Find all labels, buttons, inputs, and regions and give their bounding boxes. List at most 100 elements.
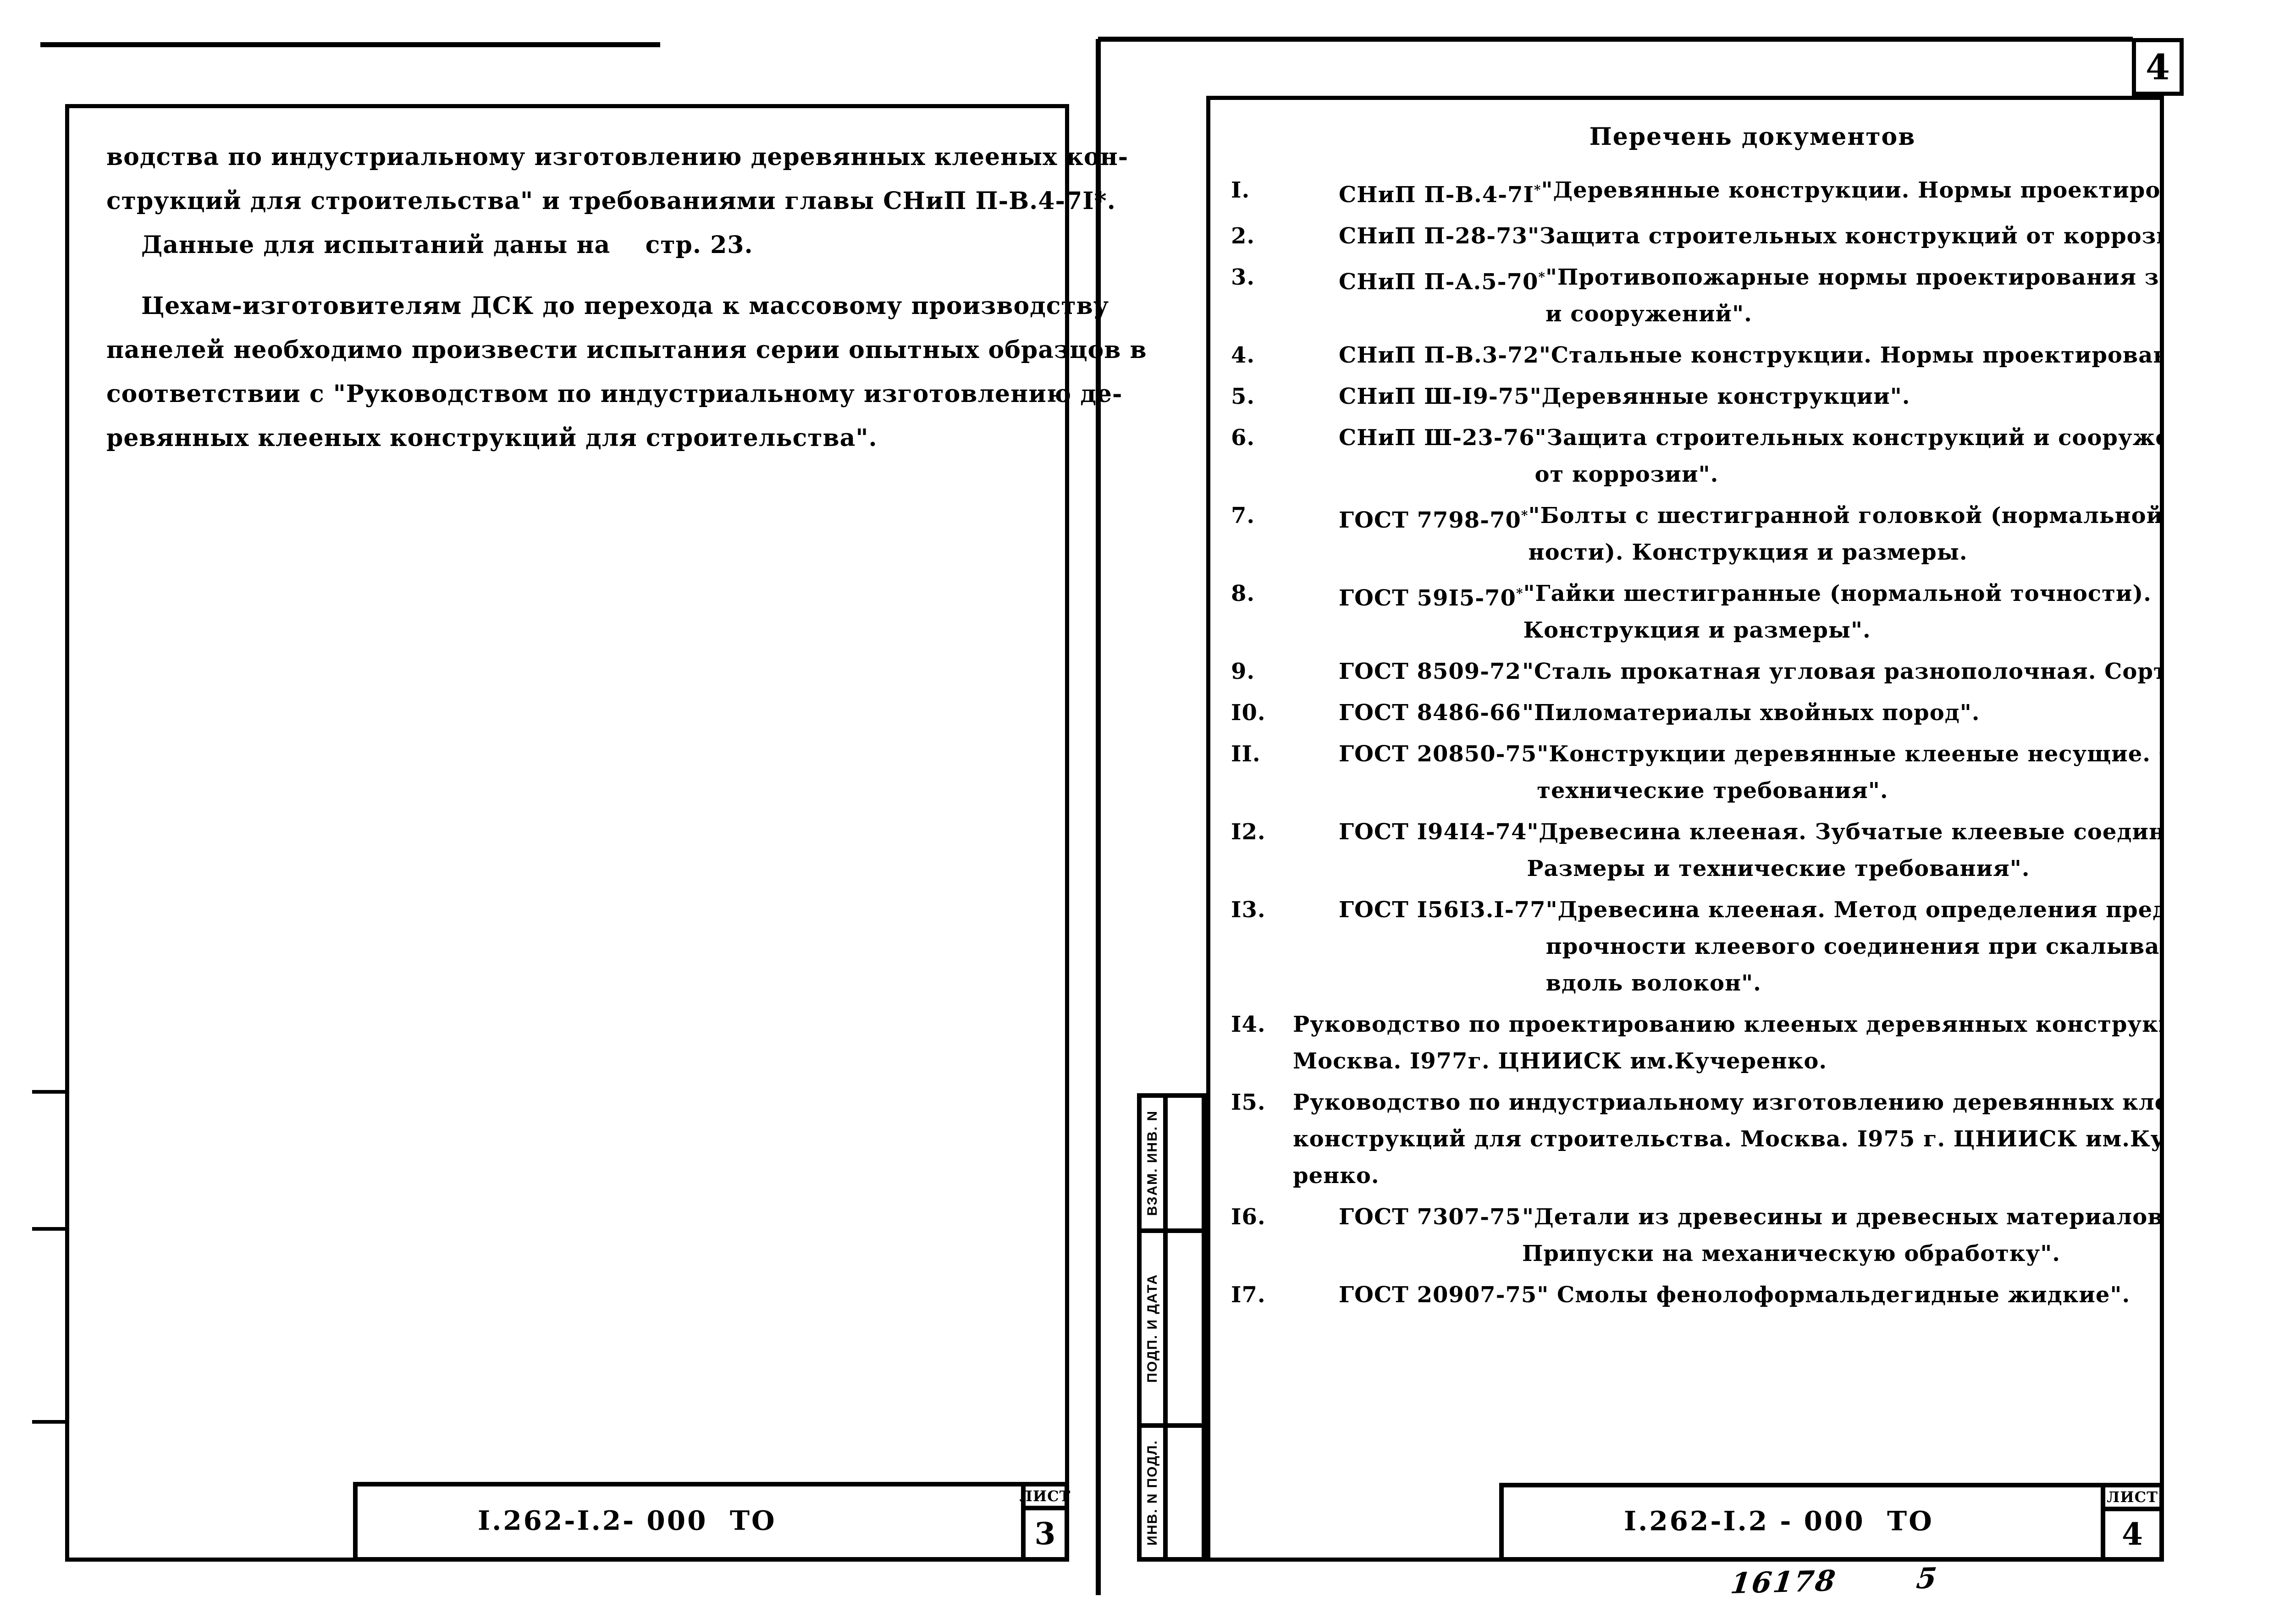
handwritten-sheet-number: 5 (1915, 1561, 1940, 1596)
paragraph-line: панелей необходимо произвести испытания … (106, 336, 1147, 364)
item-doc-id: ГОСТ 8509-72 (1339, 659, 1521, 684)
left-sheet-label: ЛИСТ (1020, 1486, 1070, 1510)
item-description: "Болты с шестигранной головкой (нормальн… (1528, 503, 2164, 565)
left-edge-tick-1 (32, 1090, 66, 1094)
list-item: 7. ГОСТ 7798-70* "Болты с шестигранной г… (1231, 497, 2164, 571)
left-edge-tick-3 (32, 1420, 66, 1424)
item-doc-id: СНиП П-В.3-72 (1339, 342, 1539, 368)
item-number: 5. (1231, 384, 1255, 409)
item-doc-id: ГОСТ 59I5-70* (1339, 585, 1523, 611)
item-number: 9. (1231, 659, 1255, 684)
right-title-block: I.262-I.2 - 000 ТО ЛИСТ 4 (1499, 1483, 2164, 1562)
item-description: "Детали из древесины и древесных материа… (1522, 1204, 2164, 1266)
item-description: "Защита строительных конструкций от корр… (1527, 223, 2164, 249)
paragraph-line: Данные для испытаний даны на стр. 23. (141, 231, 753, 259)
top-edge-line-right (1098, 37, 2133, 42)
corner-sheet-number-box: 4 (2132, 38, 2184, 96)
list-item: I7. ГОСТ 20907-75 " Смолы фенолоформальд… (1231, 1277, 2164, 1313)
list-item: 4. СНиП П-В.3-72 "Стальные конструкции. … (1231, 337, 2164, 374)
item-doc-id: ГОСТ I94I4-74 (1339, 819, 1527, 845)
asterisk-mark: * (1534, 182, 1541, 198)
item-number: I4. (1231, 1012, 1266, 1037)
document-list-heading: Перечень документов (1589, 123, 1916, 151)
list-item: 3. СНиП П-А.5-70* "Противопожарные нормы… (1231, 259, 2164, 332)
item-doc-id: ГОСТ 8486-66 (1339, 700, 1521, 726)
asterisk-mark: * (1516, 586, 1523, 601)
paragraph-line: соответствии с "Руководством по индустри… (106, 380, 1123, 408)
item-doc-id: ГОСТ I56I3.I-77 (1339, 897, 1546, 923)
stamp-row: ИНВ. N ПОДЛ. (1142, 1428, 1202, 1557)
list-item: 9. ГОСТ 8509-72 "Сталь прокатная угловая… (1231, 653, 2164, 690)
item-number: 7. (1231, 503, 1255, 528)
stamp-label-cell: ВЗАМ. ИНВ. N (1142, 1098, 1168, 1228)
item-doc-id: СНиП П-28-73 (1339, 223, 1528, 249)
corner-sheet-number: 4 (2146, 46, 2170, 88)
item-number: I6. (1231, 1204, 1266, 1230)
item-doc-id: ГОСТ 20907-75 (1339, 1282, 1537, 1308)
item-description: "Деревянные конструкции. Нормы проектиро… (1541, 177, 2164, 203)
item-number: 8. (1231, 581, 1255, 606)
paragraph-line: водства по индустриальному изготовлению … (106, 143, 1129, 171)
item-number: I7. (1231, 1282, 1266, 1308)
stamp-blank-cell (1168, 1233, 1202, 1423)
item-doc-id: СНиП Ш-I9-75 (1339, 384, 1530, 409)
stamp-label-cell: ИНВ. N ПОДЛ. (1142, 1428, 1168, 1557)
item-number: 3. (1231, 264, 1255, 290)
list-item: 8. ГОСТ 59I5-70* "Гайки шестигранные (но… (1231, 575, 2164, 649)
document-list: I. СНиП П-В.4-7I* "Деревянные конструкци… (1231, 172, 2164, 1318)
list-item: I0. ГОСТ 8486-66 "Пиломатериалы хвойных … (1231, 694, 2164, 731)
item-description: Руководство по индустриальному изготовле… (1293, 1090, 2164, 1189)
stamp-row: ПОДП. И ДАТА (1142, 1233, 1202, 1428)
item-description: "Деревянные конструкции". (1529, 384, 1910, 409)
stamp-column: ВЗАМ. ИНВ. N ПОДП. И ДАТА ИНВ. N ПОДЛ. (1137, 1093, 1206, 1562)
stamp-label: ИНВ. N ПОДЛ. (1144, 1439, 1160, 1546)
left-page-paragraph: водства по индустриальному изготовлению … (106, 135, 1147, 460)
list-item: I3. ГОСТ I56I3.I-77 "Древесина клееная. … (1231, 892, 2164, 1002)
list-item: I4. Руководство по проектированию клеены… (1231, 1006, 2164, 1079)
right-sheet-label: ЛИСТ (2105, 1487, 2159, 1511)
item-description: " Смолы фенолоформальдегидные жидкие". (1537, 1282, 2130, 1308)
item-description: Руководство по проектированию клееных де… (1293, 1012, 2164, 1074)
item-doc-id: СНиП П-А.5-70* (1339, 269, 1545, 295)
item-number: II. (1231, 741, 1261, 767)
list-item: 2. СНиП П-28-73 "Защита строительных кон… (1231, 218, 2164, 254)
item-description: "Стальные конструкции. Нормы проектирова… (1539, 342, 2164, 368)
left-title-block: I.262-I.2- 000 ТО ЛИСТ 3 (353, 1482, 1070, 1562)
stamp-row: ВЗАМ. ИНВ. N (1142, 1098, 1202, 1233)
stamp-label-cell: ПОДП. И ДАТА (1142, 1233, 1168, 1423)
item-description: "Защита строительных конструкций и соору… (1534, 425, 2164, 487)
list-item: 5. СНиП Ш-I9-75 "Деревянные конструкции"… (1231, 378, 2164, 415)
item-number: 2. (1231, 223, 1255, 249)
handwritten-numbers: 16178 5 (1729, 1561, 1940, 1600)
item-doc-id: ГОСТ 7307-75 (1339, 1204, 1521, 1230)
right-document-code: I.262-I.2 - 000 ТО (1624, 1505, 1934, 1537)
list-item: I. СНиП П-В.4-7I* "Деревянные конструкци… (1231, 172, 2164, 213)
left-edge-tick-2 (32, 1227, 66, 1231)
item-description: "Пиломатериалы хвойных пород". (1522, 700, 1980, 726)
list-item: I6. ГОСТ 7307-75 "Детали из древесины и … (1231, 1199, 2164, 1272)
stamp-blank-cell (1168, 1428, 1202, 1557)
left-document-code: I.262-I.2- 000 ТО (478, 1505, 777, 1536)
stamp-blank-cell (1168, 1098, 1202, 1228)
item-number: I3. (1231, 897, 1266, 923)
list-item: II. ГОСТ 20850-75 "Конструкции деревянны… (1231, 736, 2164, 809)
item-description: "Древесина клееная. Зубчатые клеевые сое… (1527, 819, 2164, 881)
left-sheet-number: 3 (1034, 1516, 1056, 1552)
item-number: I5. (1231, 1090, 1266, 1115)
paragraph-line: ревянных клееных конструкций для строите… (106, 424, 878, 452)
item-number: I0. (1231, 700, 1266, 726)
paragraph-line: струкций для строительства" и требования… (106, 187, 1116, 215)
list-item: 6. СНиП Ш-23-76 "Защита строительных кон… (1231, 419, 2164, 493)
center-fold-divider (1096, 39, 1101, 1595)
paragraph-line: Цехам-изготовителям ДСК до перехода к ма… (141, 292, 1109, 320)
item-description: "Противопожарные нормы проектирования зд… (1545, 264, 2164, 327)
right-sheet-cell: ЛИСТ 4 (2101, 1487, 2159, 1557)
item-description: "Гайки шестигранные (нормальной точности… (1523, 581, 2152, 643)
item-description: "Конструкции деревянные клееные несущие.… (1537, 741, 2164, 804)
item-doc-id: СНиП Ш-23-76 (1339, 425, 1535, 451)
handwritten-inventory-number: 16178 (1728, 1563, 1838, 1601)
stamp-label: ПОДП. И ДАТА (1144, 1273, 1160, 1383)
list-item: I5. Руководство по индустриальному изгот… (1231, 1084, 2164, 1194)
left-sheet-cell: ЛИСТ 3 (1020, 1486, 1070, 1557)
item-doc-id: ГОСТ 7798-70* (1339, 507, 1529, 533)
